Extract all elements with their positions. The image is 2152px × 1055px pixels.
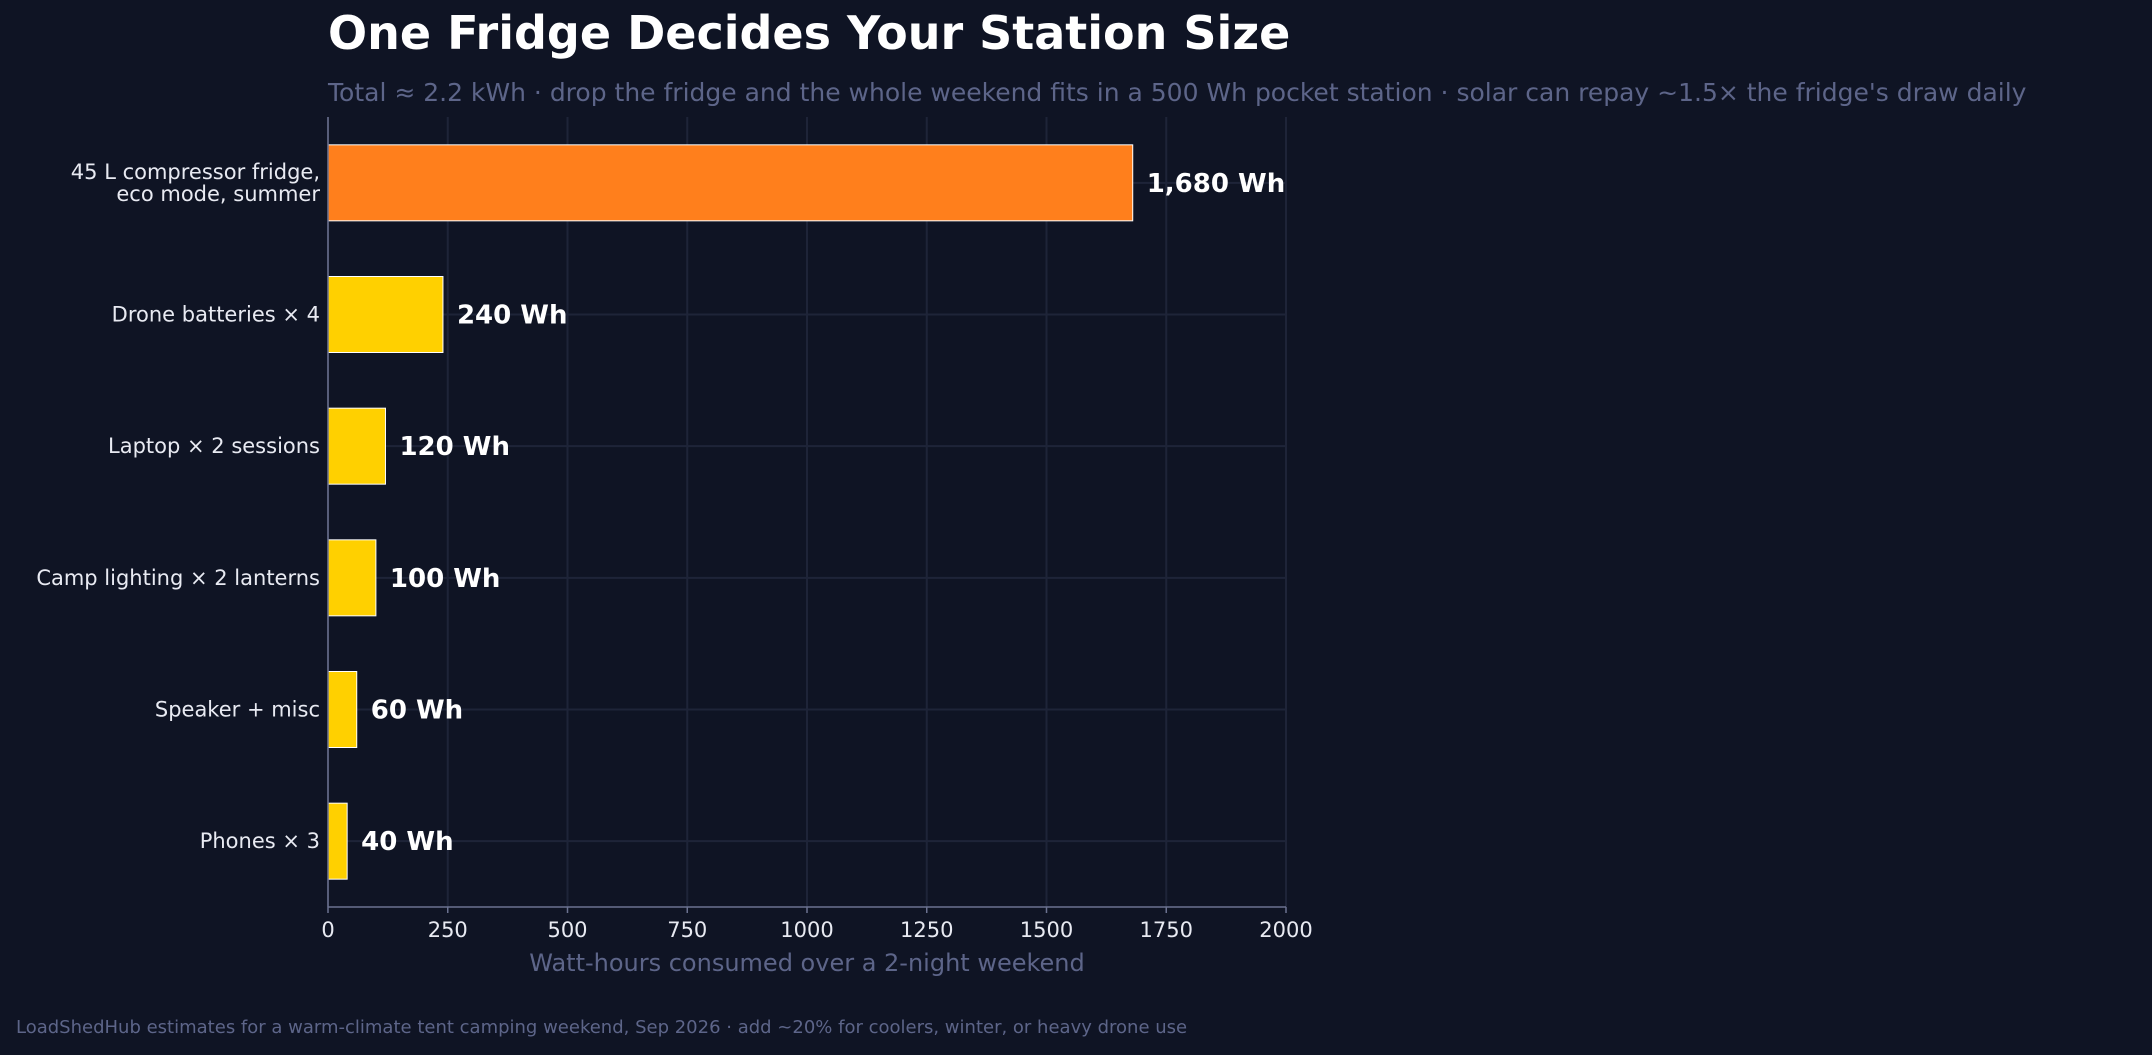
labels: 1,680 Wh 45 L compressor fridge,eco mode,… <box>36 160 1285 857</box>
value-label: 120 Wh <box>399 432 510 462</box>
bar-chart: 1,680 Wh 45 L compressor fridge,eco mode,… <box>36 117 1313 977</box>
bars <box>327 144 1134 880</box>
grid <box>327 117 1287 907</box>
category-label: Drone batteries × 4 <box>112 303 320 327</box>
category-label: Camp lighting × 2 lanterns <box>36 566 320 590</box>
chart-title: One Fridge Decides Your Station Size <box>328 6 1291 60</box>
footnote: LoadShedHub estimates for a warm-climate… <box>16 1017 1188 1038</box>
axes: 0 250 500 750 1000 1250 1500 1750 2000 Watt-hours… <box>321 117 1313 977</box>
x-tick-label: 250 <box>428 918 468 942</box>
value-label: 100 Wh <box>390 564 501 594</box>
category-label: 45 L compressor fridge, <box>71 160 320 184</box>
x-tick-label: 1000 <box>780 918 833 942</box>
x-tick-label: 1750 <box>1140 918 1193 942</box>
bar <box>327 407 386 485</box>
x-tick-label: 500 <box>547 918 587 942</box>
bar <box>327 671 358 748</box>
category-label: Phones × 3 <box>200 829 320 853</box>
x-tick-label: 1500 <box>1020 918 1073 942</box>
category-label: Speaker + misc <box>155 698 320 722</box>
value-label: 40 Wh <box>361 827 453 857</box>
x-tick-label: 750 <box>667 918 707 942</box>
chart-subtitle: Total ≈ 2.2 kWh · drop the fridge and th… <box>328 78 2027 107</box>
bar <box>327 144 1134 222</box>
value-label: 60 Wh <box>371 696 463 726</box>
x-axis-label: Watt-hours consumed over a 2-night weeke… <box>529 949 1085 977</box>
category-label: Laptop × 2 sessions <box>108 434 320 458</box>
bar <box>327 539 377 617</box>
bar <box>327 276 444 353</box>
value-label: 1,680 Wh <box>1147 169 1285 199</box>
category-label: eco mode, summer <box>116 182 320 206</box>
value-label: 240 Wh <box>457 301 568 331</box>
bar <box>327 802 348 880</box>
x-tick-label: 1250 <box>900 918 953 942</box>
x-tick-label: 0 <box>321 918 334 942</box>
x-tick-label: 2000 <box>1259 918 1312 942</box>
